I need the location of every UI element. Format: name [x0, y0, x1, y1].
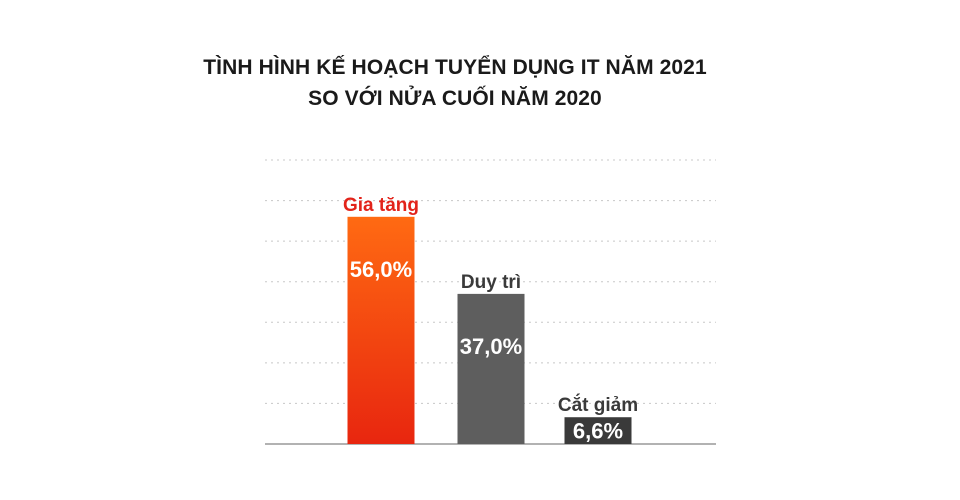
bar-2 [457, 293, 525, 444]
value-label-2: 37,0% [460, 334, 522, 359]
chart-title-line-1: TÌNH HÌNH KẾ HOẠCH TUYỂN DỤNG IT NĂM 202… [203, 56, 707, 79]
value-label-1: 56,0% [350, 257, 412, 282]
category-label-2: Duy trì [461, 272, 521, 293]
bar-3 [564, 417, 632, 444]
value-labels: 56,0% 37,0% 6,6% [350, 257, 623, 444]
chart-title: TÌNH HÌNH KẾ HOẠCH TUYỂN DỤNG IT NĂM 202… [0, 52, 910, 114]
category-labels: Gia tăng Duy trì Cắt giảm [343, 195, 638, 416]
bars [347, 216, 632, 444]
category-label-3: Cắt giảm [558, 394, 638, 416]
value-label-3: 6,6% [573, 419, 623, 444]
chart-title-line-2: SO VỚI NỬA CUỐI NĂM 2020 [308, 87, 602, 110]
category-label-1: Gia tăng [343, 195, 419, 216]
bar-1 [347, 216, 415, 444]
